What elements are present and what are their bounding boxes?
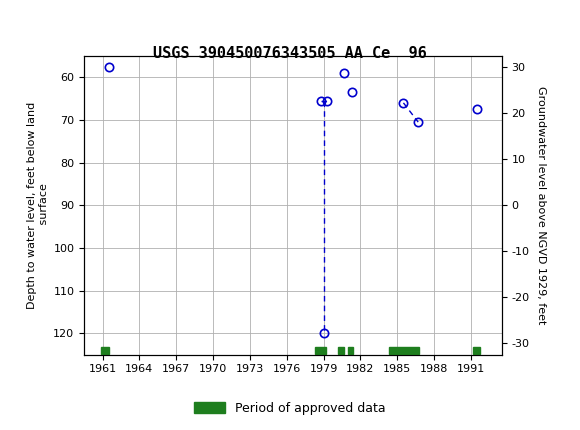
Text: USGS 390450076343505 AA Ce  96: USGS 390450076343505 AA Ce 96 xyxy=(153,46,427,61)
Bar xyxy=(102,347,108,354)
Text: USGS: USGS xyxy=(48,11,107,30)
Legend: Period of approved data: Period of approved data xyxy=(189,397,391,420)
Y-axis label: Depth to water level, feet below land
 surface: Depth to water level, feet below land su… xyxy=(27,102,49,309)
Bar xyxy=(315,347,326,354)
Bar xyxy=(473,347,480,354)
Bar xyxy=(348,347,353,354)
Y-axis label: Groundwater level above NGVD 1929, feet: Groundwater level above NGVD 1929, feet xyxy=(536,86,546,325)
Bar xyxy=(338,347,345,354)
Bar xyxy=(389,347,419,354)
